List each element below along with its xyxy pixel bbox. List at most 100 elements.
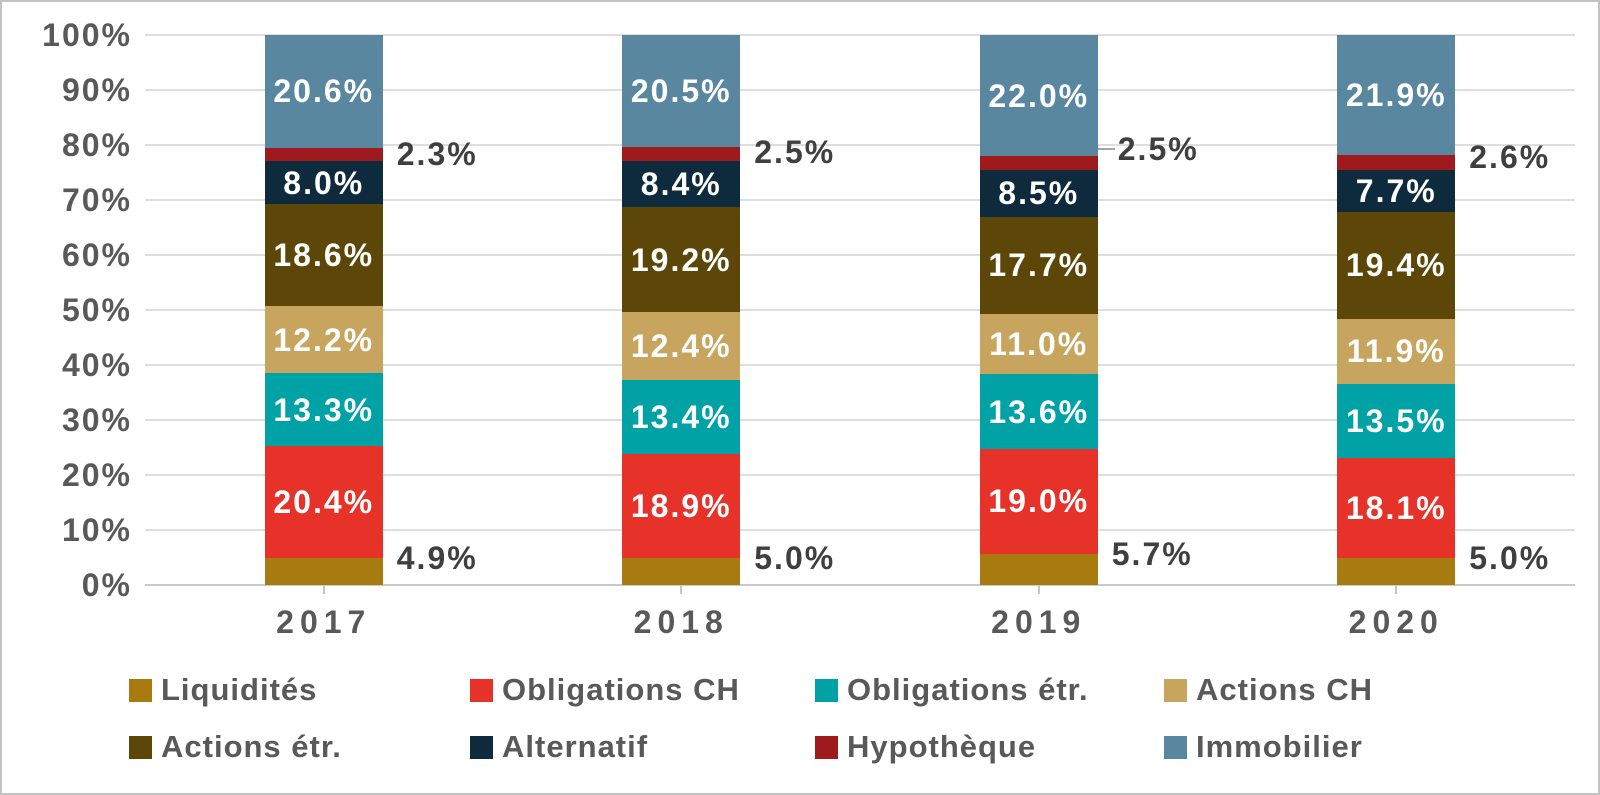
x-axis-category-label: 2017 [276,604,372,640]
y-axis-tick-label: 50% [61,292,132,328]
x-axis-tick [1037,585,1040,594]
bar-segment-actions-ch [1337,318,1456,384]
data-label-inside: 19.0% [988,483,1090,520]
legend-label: Liquidités [161,672,318,707]
data-label-inside: 21.9% [1345,77,1447,114]
bar-segment-actions-tr- [622,207,741,313]
bar-segment-obligations-tr- [1337,383,1456,459]
bar-segment-alternatif [979,169,1098,217]
gridline [145,34,1575,36]
x-axis-tick [680,585,683,594]
legend-item-actions-ch: Actions CH [1164,673,1373,707]
data-label-inside: 22.0% [988,77,1090,114]
legend-swatch [470,678,493,702]
y-axis-tick-label: 100% [42,17,132,53]
bar-segment-alternatif [264,160,383,205]
legend-swatch [1164,678,1187,702]
x-axis-tick [1395,585,1398,594]
bar-segment-liquidit-s [1337,557,1456,585]
bar-segment-hypoth-que [979,156,1098,170]
data-label-inside: 8.0% [283,164,365,201]
x-axis-category-label: 2019 [991,604,1087,640]
bar-segment-obligations-ch [1337,458,1456,558]
label-leader-line [1097,147,1115,150]
y-axis-tick-label: 60% [61,237,132,273]
data-label-inside: 20.6% [273,73,375,110]
gridline [145,144,1575,146]
gridline [145,584,1575,586]
legend-swatch [815,678,838,702]
data-label-inside: 18.6% [273,237,375,274]
y-axis-tick-label: 40% [61,347,132,383]
gridline [145,529,1575,531]
data-label-inside: 11.0% [989,326,1089,363]
y-axis-tick-label: 20% [61,457,132,493]
data-label-inside: 8.5% [998,175,1080,212]
y-axis-tick-label: 90% [61,72,132,108]
gridline [145,254,1575,256]
bar-segment-actions-tr- [979,216,1098,314]
bar-segment-actions-ch [622,312,741,381]
legend-swatch [129,735,152,759]
bar-segment-obligations-tr- [264,373,383,447]
bar-segment-obligations-ch [622,453,741,558]
bar-segment-immobilier [622,35,741,148]
bar-segment-hypoth-que [1337,155,1456,170]
gridline [145,474,1575,476]
legend-item-actions-tr-: Actions étr. [129,730,342,764]
bar-segment-hypoth-que [622,147,741,162]
bar-segment-hypoth-que [264,147,383,161]
data-label-outside: 5.0% [754,539,836,576]
data-label-inside: 11.9% [1346,333,1446,370]
gridline [145,199,1575,201]
bar-segment-actions-ch [979,313,1098,375]
bar-segment-liquidit-s [622,557,741,585]
legend-item-immobilier: Immobilier [1164,730,1363,764]
data-label-inside: 17.7% [988,247,1090,284]
data-label-outside: 2.6% [1469,139,1551,176]
legend-label: Immobilier [1196,729,1363,764]
data-label-inside: 7.7% [1355,172,1437,209]
data-label-outside: 2.5% [754,134,836,171]
y-axis-tick-label: 80% [61,127,132,163]
legend-label: Alternatif [502,729,649,764]
legend-label: Obligations CH [502,672,740,707]
data-label-inside: 13.4% [630,399,732,436]
data-label-inside: 13.3% [273,391,375,428]
bar-segment-immobilier [979,35,1098,156]
data-label-inside: 18.9% [630,487,732,524]
bar-segment-immobilier [1337,35,1456,156]
bar-segment-actions-ch [264,306,383,374]
data-label-inside: 20.5% [630,73,732,110]
legend-item-obligations-tr-: Obligations étr. [815,673,1089,707]
gridline [145,364,1575,366]
bar-segment-alternatif [622,161,741,208]
bar-segment-obligations-tr- [622,380,741,454]
bar-segment-liquidit-s [979,553,1098,585]
data-label-inside: 19.2% [630,241,732,278]
data-label-inside: 13.5% [1345,402,1447,439]
data-label-outside: 5.0% [1469,539,1551,576]
legend-swatch [470,735,493,759]
data-label-outside: 2.3% [396,136,478,173]
data-label-inside: 12.2% [273,321,375,358]
y-axis-tick-label: 30% [61,402,132,438]
bar-segment-immobilier [264,35,383,148]
x-axis-category-label: 2018 [633,604,729,640]
legend-item-hypoth-que: Hypothèque [815,730,1036,764]
data-label-inside: 12.4% [630,328,732,365]
legend-label: Hypothèque [847,729,1037,764]
gridline [145,89,1575,91]
data-label-inside: 19.4% [1345,247,1447,284]
bar-segment-obligations-ch [979,449,1098,554]
gridline [145,309,1575,311]
y-axis-tick-label: 10% [61,512,132,548]
legend-label: Actions CH [1196,672,1374,707]
bar-segment-actions-tr- [264,204,383,307]
data-label-inside: 8.4% [640,166,722,203]
legend-item-obligations-ch: Obligations CH [470,673,740,707]
y-axis-tick-label: 0% [81,567,132,603]
x-axis-category-label: 2020 [1348,604,1444,640]
legend-label: Actions étr. [161,729,342,764]
